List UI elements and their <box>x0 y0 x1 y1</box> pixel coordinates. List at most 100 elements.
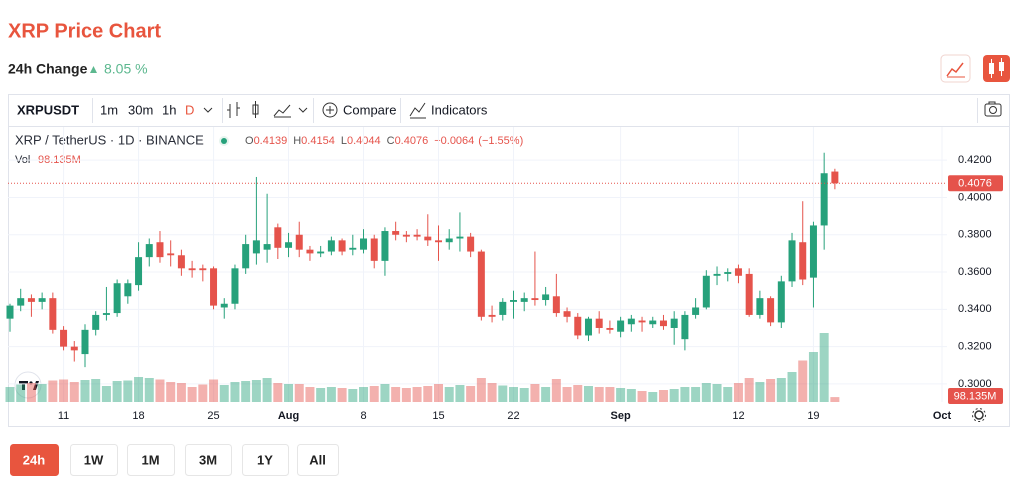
volume-bar <box>198 384 208 402</box>
status-dot <box>221 138 227 144</box>
volume-bar <box>658 390 668 402</box>
volume-bar <box>380 384 390 402</box>
interval-button[interactable]: D <box>185 102 194 117</box>
candle-body <box>788 240 796 282</box>
volume-bar <box>262 378 272 402</box>
candle-body <box>6 305 14 319</box>
settings-icon[interactable] <box>972 408 986 422</box>
x-tick-label: 22 <box>507 410 519 422</box>
candle-body <box>27 298 35 302</box>
candle-body <box>445 238 453 243</box>
volume-bar <box>551 379 561 402</box>
candle-body <box>199 268 207 271</box>
range-label[interactable]: 1M <box>141 452 159 467</box>
indicators-button[interactable]: Indicators <box>431 102 488 117</box>
candle-body <box>274 227 282 248</box>
candle-body <box>542 294 550 301</box>
candle-body <box>231 268 239 304</box>
candle-body <box>38 298 46 302</box>
volume-bar <box>808 352 818 402</box>
candle-body <box>306 249 314 254</box>
y-tick-label: 0.4000 <box>958 191 992 203</box>
candle-body <box>627 318 635 325</box>
volume-bar <box>487 383 497 402</box>
candle-body <box>477 251 485 317</box>
range-label[interactable]: All <box>309 452 326 467</box>
last-price-tag <box>948 175 1003 192</box>
volume-bar <box>391 387 401 402</box>
candle-body <box>60 329 68 347</box>
volume-bar <box>680 387 690 402</box>
candle-body <box>349 247 357 250</box>
candle-body <box>820 173 828 226</box>
volume-bar <box>348 389 358 402</box>
volume-bar <box>337 388 347 402</box>
volume-bar <box>48 380 58 402</box>
volume-bar <box>176 383 186 402</box>
volume-bar <box>209 379 219 402</box>
range-button[interactable] <box>185 444 232 476</box>
candle-body <box>145 244 153 258</box>
candle-body <box>177 255 185 269</box>
candle-body <box>370 238 378 261</box>
interval-button[interactable]: 1m <box>100 102 118 117</box>
y-tick-label: 0.3000 <box>958 378 992 390</box>
volume-bar <box>605 387 615 402</box>
volume-bar <box>134 377 144 402</box>
candle-body <box>563 311 571 317</box>
candle-body <box>777 281 785 323</box>
candle-body <box>92 314 100 330</box>
candle-body <box>574 316 582 336</box>
volume-bar <box>648 392 658 402</box>
indicators-icon[interactable] <box>409 102 426 119</box>
chart-type-icons[interactable] <box>227 101 308 118</box>
change-value: 8.05 % <box>104 61 148 77</box>
candle-body <box>49 298 57 330</box>
symbol[interactable]: XRPUSDT <box>17 102 79 117</box>
volume-bar <box>251 380 261 402</box>
candle-body <box>767 298 775 323</box>
range-button[interactable] <box>70 444 118 476</box>
volume-bar <box>26 383 36 402</box>
change: −0.0064 <box>434 135 474 147</box>
volume-bar <box>187 387 197 402</box>
ohlc-key: L <box>341 135 347 147</box>
ohlc-value: 0.4154 <box>301 135 335 147</box>
volume-bar <box>573 385 583 402</box>
candle-body <box>649 320 657 325</box>
candle-body <box>381 231 389 261</box>
volume-bar <box>733 383 743 402</box>
range-label[interactable]: 3M <box>199 452 217 467</box>
volume-bar <box>144 378 154 402</box>
ohlc-key: C <box>387 135 395 147</box>
range-button[interactable] <box>127 444 175 476</box>
range-label[interactable]: 24h <box>23 452 45 467</box>
range-label[interactable]: 1W <box>84 452 104 467</box>
candle-body <box>467 236 475 252</box>
range-button[interactable] <box>297 444 339 476</box>
volume-bar <box>5 387 15 402</box>
chevron[interactable] <box>203 107 213 113</box>
volume-bar <box>401 388 411 402</box>
candle-body <box>113 283 121 314</box>
volume-bar <box>798 360 808 402</box>
candle-body <box>435 240 443 243</box>
candle-body <box>402 234 410 237</box>
volume-bar <box>434 384 444 402</box>
line-view-button[interactable] <box>940 54 971 83</box>
range-button[interactable] <box>242 444 289 476</box>
volume-bar <box>284 384 294 402</box>
candle-body <box>692 307 700 315</box>
volume-bar <box>316 388 326 402</box>
range-button[interactable] <box>10 444 59 476</box>
volume-bar <box>541 387 551 402</box>
candle-view-button[interactable] <box>983 55 1010 82</box>
interval-button[interactable]: 1h <box>162 102 176 117</box>
x-tick-label: Sep <box>611 410 631 422</box>
interval-button[interactable]: 30m <box>128 102 153 117</box>
compare-button[interactable]: Compare <box>343 102 396 117</box>
range-label[interactable]: 1Y <box>257 452 273 467</box>
volume-bar <box>466 386 476 402</box>
screenshot-icon[interactable] <box>984 101 1002 117</box>
compare-icon[interactable] <box>322 102 338 118</box>
